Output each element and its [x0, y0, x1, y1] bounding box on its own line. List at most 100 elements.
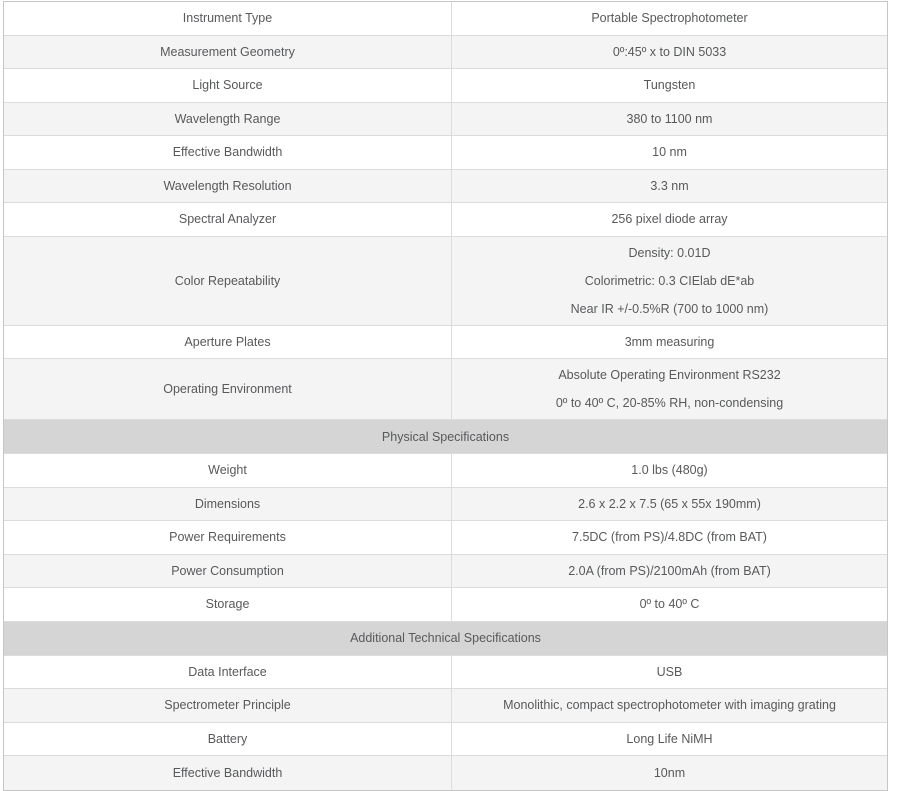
spec-value-line: 7.5DC (from PS)/4.8DC (from BAT)	[572, 530, 767, 545]
spec-value-cell: 3.3 nm	[452, 170, 887, 203]
spec-label-cell: Operating Environment	[4, 359, 452, 419]
spec-value-cell: 10nm	[452, 756, 887, 790]
spec-label: Dimensions	[194, 496, 261, 511]
spec-value-cell: 380 to 1100 nm	[452, 103, 887, 136]
spec-label-cell: Measurement Geometry	[4, 35, 452, 68]
spec-value-line: 1.0 lbs (480g)	[631, 463, 708, 478]
spec-value-cell: 0º to 40º C	[452, 588, 887, 621]
spec-label-cell: Power Consumption	[4, 554, 452, 587]
spec-value-line: USB	[656, 664, 683, 679]
spec-value-line: Absolute Operating Environment RS232	[558, 368, 781, 382]
spec-label: Power Requirements	[169, 530, 286, 545]
spec-label: Instrument Type	[182, 11, 273, 26]
spec-value-cell: Absolute Operating Environment RS232 0º t…	[452, 359, 887, 419]
spec-label-cell: Instrument Type	[4, 2, 452, 35]
spec-value-line: 0º:45º x to DIN 5033	[612, 44, 727, 59]
spec-label-cell: Color Repeatability	[4, 236, 452, 325]
spec-label: Effective Bandwidth	[172, 765, 283, 780]
spec-value-cell: 1.0 lbs (480g)	[452, 454, 887, 487]
spec-row: Storage 0º to 40º C	[4, 588, 887, 622]
spec-value-cell: 3mm measuring	[452, 326, 887, 359]
spec-label: Aperture Plates	[184, 334, 271, 349]
spec-value-line: 380 to 1100 nm	[626, 111, 713, 126]
spec-label-cell: Aperture Plates	[4, 325, 452, 358]
spec-row: Aperture Plates 3mm measuring	[4, 325, 887, 359]
spec-value-line: 256 pixel diode array	[611, 212, 728, 227]
spec-value-line: Tungsten	[643, 78, 696, 93]
spec-row: Wavelength Range 380 to 1100 nm	[4, 102, 887, 136]
spec-value-line: 3.3 nm	[650, 178, 689, 193]
spec-value-cell: Monolithic, compact spectrophotometer wi…	[452, 689, 887, 722]
spec-label-cell: Effective Bandwidth	[4, 136, 452, 169]
spec-label-cell: Light Source	[4, 69, 452, 102]
spec-label: Weight	[208, 463, 247, 478]
spec-row: Weight 1.0 lbs (480g)	[4, 454, 887, 488]
spec-value-cell: USB	[452, 656, 887, 689]
spec-value-cell: 2.6 x 2.2 x 7.5 (65 x 55x 190mm)	[452, 488, 887, 521]
spec-value-cell: 256 pixel diode array	[452, 203, 887, 236]
spec-value-line: Colorimetric: 0.3 CIElab dE*ab	[584, 273, 755, 288]
spec-value-line: 2.0A (from PS)/2100mAh (from BAT)	[568, 563, 771, 578]
spec-row: Spectrometer Principle Monolithic, compac…	[4, 689, 887, 723]
spec-row: Effective Bandwidth 10 nm	[4, 136, 887, 170]
spec-label: Wavelength Resolution	[163, 178, 292, 193]
spec-label-cell: Dimensions	[4, 487, 452, 520]
spec-row: Instrument Type Portable Spectrophotomete…	[4, 2, 887, 36]
spec-label: Data Interface	[188, 664, 267, 679]
spec-value-line: 10 nm	[652, 145, 687, 160]
spec-row: Color Repeatability Density: 0.01D Colorim…	[4, 236, 887, 326]
spec-label-cell: Wavelength Range	[4, 102, 452, 135]
spec-label-cell: Spectrometer Principle	[4, 689, 452, 722]
spec-value-cell: Tungsten	[452, 69, 887, 102]
spec-label: Measurement Geometry	[160, 44, 295, 59]
spec-row: Battery Long Life NiMH	[4, 722, 887, 756]
spec-label-cell: Spectral Analyzer	[4, 203, 452, 236]
spec-label-cell: Effective Bandwidth	[4, 756, 452, 790]
spec-value-line: 0º to 40º C, 20-85% RH, non-condensing	[555, 396, 784, 410]
section-header: Additional Technical Specifications	[4, 621, 887, 656]
spec-label: Storage	[205, 597, 250, 612]
spec-value-line: Long Life NiMH	[626, 731, 713, 746]
spec-label: Color Repeatability	[174, 273, 281, 288]
spec-label-cell: Weight	[4, 454, 452, 487]
spec-value-cell: 0º:45º x to DIN 5033	[452, 36, 887, 69]
spec-label-cell: Battery	[4, 722, 452, 755]
spec-value-line: Near IR +/-0.5%R (700 to 1000 nm)	[570, 301, 769, 316]
spec-label-cell: Data Interface	[4, 655, 452, 688]
spec-row: Spectral Analyzer 256 pixel diode array	[4, 203, 887, 237]
spec-value-cell: Portable Spectrophotometer	[452, 2, 887, 35]
spec-value-line: Monolithic, compact spectrophotometer wi…	[503, 698, 836, 713]
spec-value-line: 10nm	[653, 765, 686, 780]
spec-label-cell: Power Requirements	[4, 521, 452, 554]
specifications-table: Instrument Type Portable Spectrophotomete…	[3, 1, 888, 791]
spec-value-line: Portable Spectrophotometer	[591, 11, 748, 26]
spec-row: Light Source Tungsten	[4, 69, 887, 103]
spec-label: Operating Environment	[163, 382, 292, 396]
spec-value-cell: 2.0A (from PS)/2100mAh (from BAT)	[452, 555, 887, 588]
spec-value-line: 3mm measuring	[624, 334, 715, 349]
spec-label: Battery	[207, 731, 248, 746]
spec-row: Operating Environment Absolute Operating …	[4, 359, 887, 420]
spec-value-line: Density: 0.01D	[628, 245, 711, 260]
spec-label-cell: Wavelength Resolution	[4, 169, 452, 202]
spec-label: Effective Bandwidth	[172, 145, 283, 160]
spec-row: Data Interface USB	[4, 655, 887, 689]
section-header: Physical Specifications	[4, 420, 887, 454]
spec-row: Power Requirements 7.5DC (from PS)/4.8DC …	[4, 521, 887, 555]
spec-label: Spectrometer Principle	[164, 698, 291, 713]
spec-row: Measurement Geometry 0º:45º x to DIN 5033	[4, 35, 887, 69]
spec-row: Effective Bandwidth 10nm	[4, 756, 887, 790]
spec-row: Power Consumption 2.0A (from PS)/2100mAh …	[4, 554, 887, 588]
spec-value-cell: 7.5DC (from PS)/4.8DC (from BAT)	[452, 521, 887, 554]
spec-label: Power Consumption	[171, 563, 284, 578]
spec-row: Dimensions 2.6 x 2.2 x 7.5 (65 x 55x 190m…	[4, 487, 887, 521]
spec-label: Spectral Analyzer	[178, 212, 277, 227]
spec-value-line: 0º to 40º C	[639, 597, 700, 612]
spec-value-cell: Density: 0.01D Colorimetric: 0.3 CIElab d…	[452, 237, 887, 325]
spec-label: Light Source	[192, 78, 263, 93]
spec-row: Wavelength Resolution 3.3 nm	[4, 169, 887, 203]
spec-value-cell: Long Life NiMH	[452, 723, 887, 756]
spec-value-line: 2.6 x 2.2 x 7.5 (65 x 55x 190mm)	[578, 496, 761, 511]
spec-label-cell: Storage	[4, 588, 452, 621]
spec-label: Wavelength Range	[174, 111, 281, 126]
